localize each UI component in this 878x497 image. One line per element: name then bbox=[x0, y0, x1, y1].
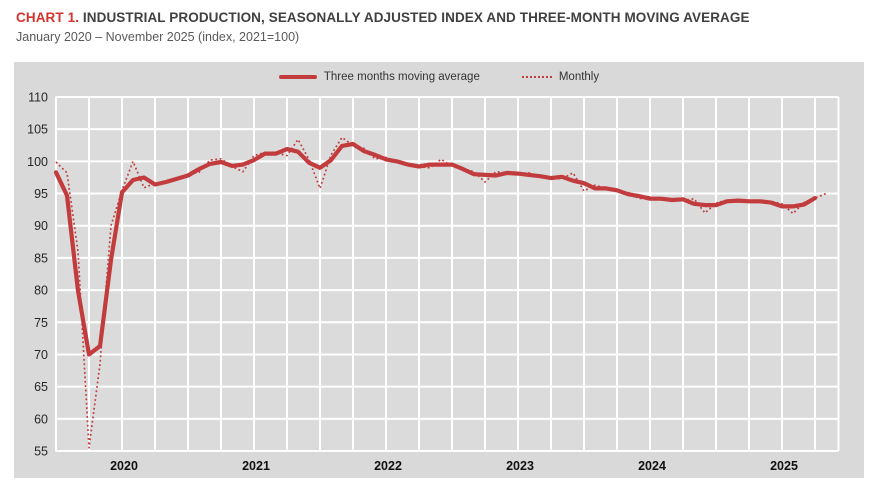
x-axis-year-label: 2020 bbox=[110, 459, 138, 473]
y-axis-tick-label: 65 bbox=[34, 380, 48, 394]
chart-container: Three months moving average Monthly 110 1… bbox=[14, 62, 864, 478]
x-axis-year-label: 2021 bbox=[242, 459, 270, 473]
legend-label-monthly: Monthly bbox=[558, 71, 600, 83]
y-axis-tick-label: 105 bbox=[27, 123, 48, 137]
y-axis-tick-label: 70 bbox=[34, 348, 48, 362]
page-title: CHART 1. INDUSTRIAL PRODUCTION, SEASONAL… bbox=[16, 8, 862, 28]
y-axis-tick-label: 110 bbox=[28, 91, 48, 105]
x-axis-year-label: 2022 bbox=[374, 459, 402, 473]
legend-item-moving-average: Three months moving average bbox=[278, 71, 480, 83]
dotted-line-swatch-icon bbox=[521, 76, 552, 78]
y-axis-tick-label: 55 bbox=[34, 445, 48, 459]
y-axis-tick-label: 75 bbox=[34, 316, 48, 330]
y-axis-tick-label: 60 bbox=[34, 412, 48, 426]
chart-plot: 110 105 100 95 90 85 80 75 70 65 60 55 2020 2021 2022 2… bbox=[27, 91, 840, 473]
y-axis-tick-label: 80 bbox=[34, 284, 48, 298]
x-axis-year-label: 2023 bbox=[506, 459, 534, 473]
chart-number-label: CHART 1. bbox=[16, 10, 80, 25]
moving-average-line bbox=[53, 141, 818, 357]
legend-label-moving-average: Three months moving average bbox=[323, 71, 480, 83]
y-axis-tick-label: 90 bbox=[34, 219, 48, 233]
x-axis-year-label: 2024 bbox=[638, 459, 666, 473]
chart-legend: Three months moving average Monthly bbox=[14, 67, 864, 87]
y-axis-tick-label: 95 bbox=[34, 187, 48, 201]
y-axis-tick-label: 85 bbox=[34, 251, 48, 265]
chart-header: CHART 1. INDUSTRIAL PRODUCTION, SEASONAL… bbox=[16, 8, 862, 44]
x-axis-year-label: 2025 bbox=[770, 459, 798, 473]
y-axis-tick-label: 100 bbox=[27, 155, 48, 169]
legend-item-monthly: Monthly bbox=[521, 71, 600, 83]
solid-line-swatch-icon bbox=[278, 75, 317, 79]
chart-subtitle: January 2020 – November 2025 (index, 202… bbox=[16, 29, 300, 44]
chart-title-text: INDUSTRIAL PRODUCTION, SEASONALLY ADJUST… bbox=[79, 10, 750, 25]
plot-area bbox=[55, 97, 839, 451]
